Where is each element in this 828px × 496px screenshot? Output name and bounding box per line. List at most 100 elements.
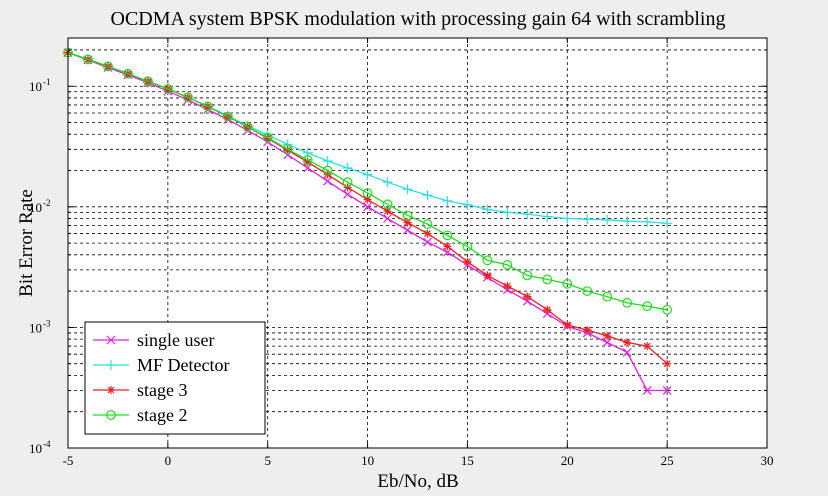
data-point-single-user xyxy=(323,176,333,186)
data-point-stage-3 xyxy=(423,229,432,238)
data-point-stage-2 xyxy=(422,219,433,229)
data-point-mf-detector xyxy=(522,209,533,220)
legend-label-mf-detector: MF Detector xyxy=(137,355,229,375)
x-tick-label: 20 xyxy=(561,453,574,468)
data-point-stage-2 xyxy=(202,101,213,112)
data-point-stage-2 xyxy=(142,76,153,87)
data-point-mf-detector xyxy=(422,190,433,201)
x-tick-label: -5 xyxy=(63,453,74,468)
data-point-mf-detector xyxy=(622,216,633,227)
data-point-stage-3 xyxy=(283,146,292,155)
data-point-single-user xyxy=(383,214,392,223)
data-point-stage-2 xyxy=(402,210,413,221)
data-point-stage-2 xyxy=(322,165,333,176)
legend-marker-mf-detector xyxy=(106,360,116,370)
legend-label-stage-2: stage 2 xyxy=(137,405,187,425)
data-point-mf-detector xyxy=(502,207,513,218)
legend-marker-stage-3 xyxy=(107,386,115,394)
data-point-stage-2 xyxy=(342,177,353,188)
y-axis-ticks: 10-410-310-210-1 xyxy=(29,49,767,456)
y-tick-exponent: -4 xyxy=(43,439,51,449)
data-point-mf-detector xyxy=(662,218,673,229)
y-tick-exponent: -3 xyxy=(43,318,51,328)
data-point-stage-3 xyxy=(363,195,372,204)
y-tick-label: 10 xyxy=(29,79,42,94)
y-tick-label: 10 xyxy=(29,200,42,215)
data-point-stage-2 xyxy=(123,68,133,79)
data-point-single-user xyxy=(403,225,412,235)
legend-label-single-user: single user xyxy=(137,330,214,350)
data-point-mf-detector xyxy=(362,169,373,180)
data-point-stage-2 xyxy=(83,54,93,65)
data-point-stage-2 xyxy=(562,278,573,289)
chart-title: OCDMA system BPSK modulation with proces… xyxy=(111,8,726,30)
data-point-stage-3 xyxy=(443,242,452,251)
data-point-mf-detector xyxy=(322,155,333,166)
data-point-single-user xyxy=(602,338,612,347)
data-point-stage-3 xyxy=(343,183,352,192)
data-point-stage-2 xyxy=(182,92,193,103)
x-axis-label: Eb/No, dB xyxy=(377,471,458,492)
data-point-stage-2 xyxy=(222,111,233,122)
y-tick-label: 10 xyxy=(29,441,42,456)
data-point-mf-detector xyxy=(582,214,593,225)
y-tick-exponent: -2 xyxy=(43,198,51,208)
data-point-stage-3 xyxy=(603,331,612,340)
data-point-stage-2 xyxy=(362,188,373,198)
legend: single user MF Detector stage 3 stage 2 xyxy=(84,321,266,435)
data-point-stage-2 xyxy=(462,241,473,252)
data-point-stage-2 xyxy=(442,230,453,241)
data-point-mf-detector xyxy=(402,184,413,195)
data-point-single-user xyxy=(642,386,652,395)
data-point-stage-2 xyxy=(602,291,613,302)
legend-label-stage-3: stage 3 xyxy=(137,380,187,400)
data-point-single-user xyxy=(622,348,632,357)
data-point-stage-3 xyxy=(503,282,512,291)
data-point-stage-3 xyxy=(543,305,552,314)
data-point-mf-detector xyxy=(462,199,473,210)
data-point-single-user xyxy=(423,237,432,247)
data-point-stage-2 xyxy=(542,274,553,285)
series-stage-2 xyxy=(63,47,673,315)
x-tick-label: 10 xyxy=(361,453,374,468)
data-point-stage-2 xyxy=(262,132,273,143)
x-tick-label: 30 xyxy=(761,453,774,468)
series-layer xyxy=(63,47,673,395)
data-point-mf-detector xyxy=(542,211,553,222)
data-point-stage-3 xyxy=(583,326,592,335)
data-point-single-user xyxy=(343,189,353,199)
data-point-stage-3 xyxy=(663,359,672,368)
data-point-stage-2 xyxy=(242,122,253,132)
data-point-mf-detector xyxy=(442,195,453,206)
data-point-stage-2 xyxy=(522,270,533,281)
data-point-single-user xyxy=(363,202,372,212)
data-point-mf-detector xyxy=(482,204,493,215)
data-point-mf-detector xyxy=(642,216,653,227)
data-point-single-user xyxy=(662,386,672,395)
data-point-stage-3 xyxy=(563,320,572,329)
legend-marker-stage-2 xyxy=(106,410,116,420)
data-point-stage-2 xyxy=(502,259,513,270)
data-point-stage-2 xyxy=(302,154,313,165)
data-point-stage-2 xyxy=(162,84,173,94)
data-point-stage-3 xyxy=(523,292,532,301)
data-point-stage-2 xyxy=(482,255,493,266)
y-tick-exponent: -1 xyxy=(43,77,51,87)
data-point-stage-2 xyxy=(642,301,653,312)
data-point-stage-3 xyxy=(463,257,472,266)
data-point-stage-3 xyxy=(403,218,412,227)
data-point-mf-detector xyxy=(602,214,613,225)
data-point-mf-detector xyxy=(342,162,353,173)
data-point-mf-detector xyxy=(382,177,393,188)
data-point-stage-2 xyxy=(582,286,593,297)
data-point-mf-detector xyxy=(302,147,313,158)
data-point-stage-2 xyxy=(382,199,393,210)
legend-marker-single-user xyxy=(106,335,116,345)
data-point-stage-3 xyxy=(623,338,632,347)
data-point-stage-2 xyxy=(662,304,673,315)
data-point-stage-3 xyxy=(643,342,652,351)
y-tick-label: 10 xyxy=(29,320,42,335)
y-axis-label: Bit Error Rate xyxy=(16,189,37,297)
data-point-stage-2 xyxy=(622,297,633,308)
data-point-stage-3 xyxy=(303,158,312,167)
